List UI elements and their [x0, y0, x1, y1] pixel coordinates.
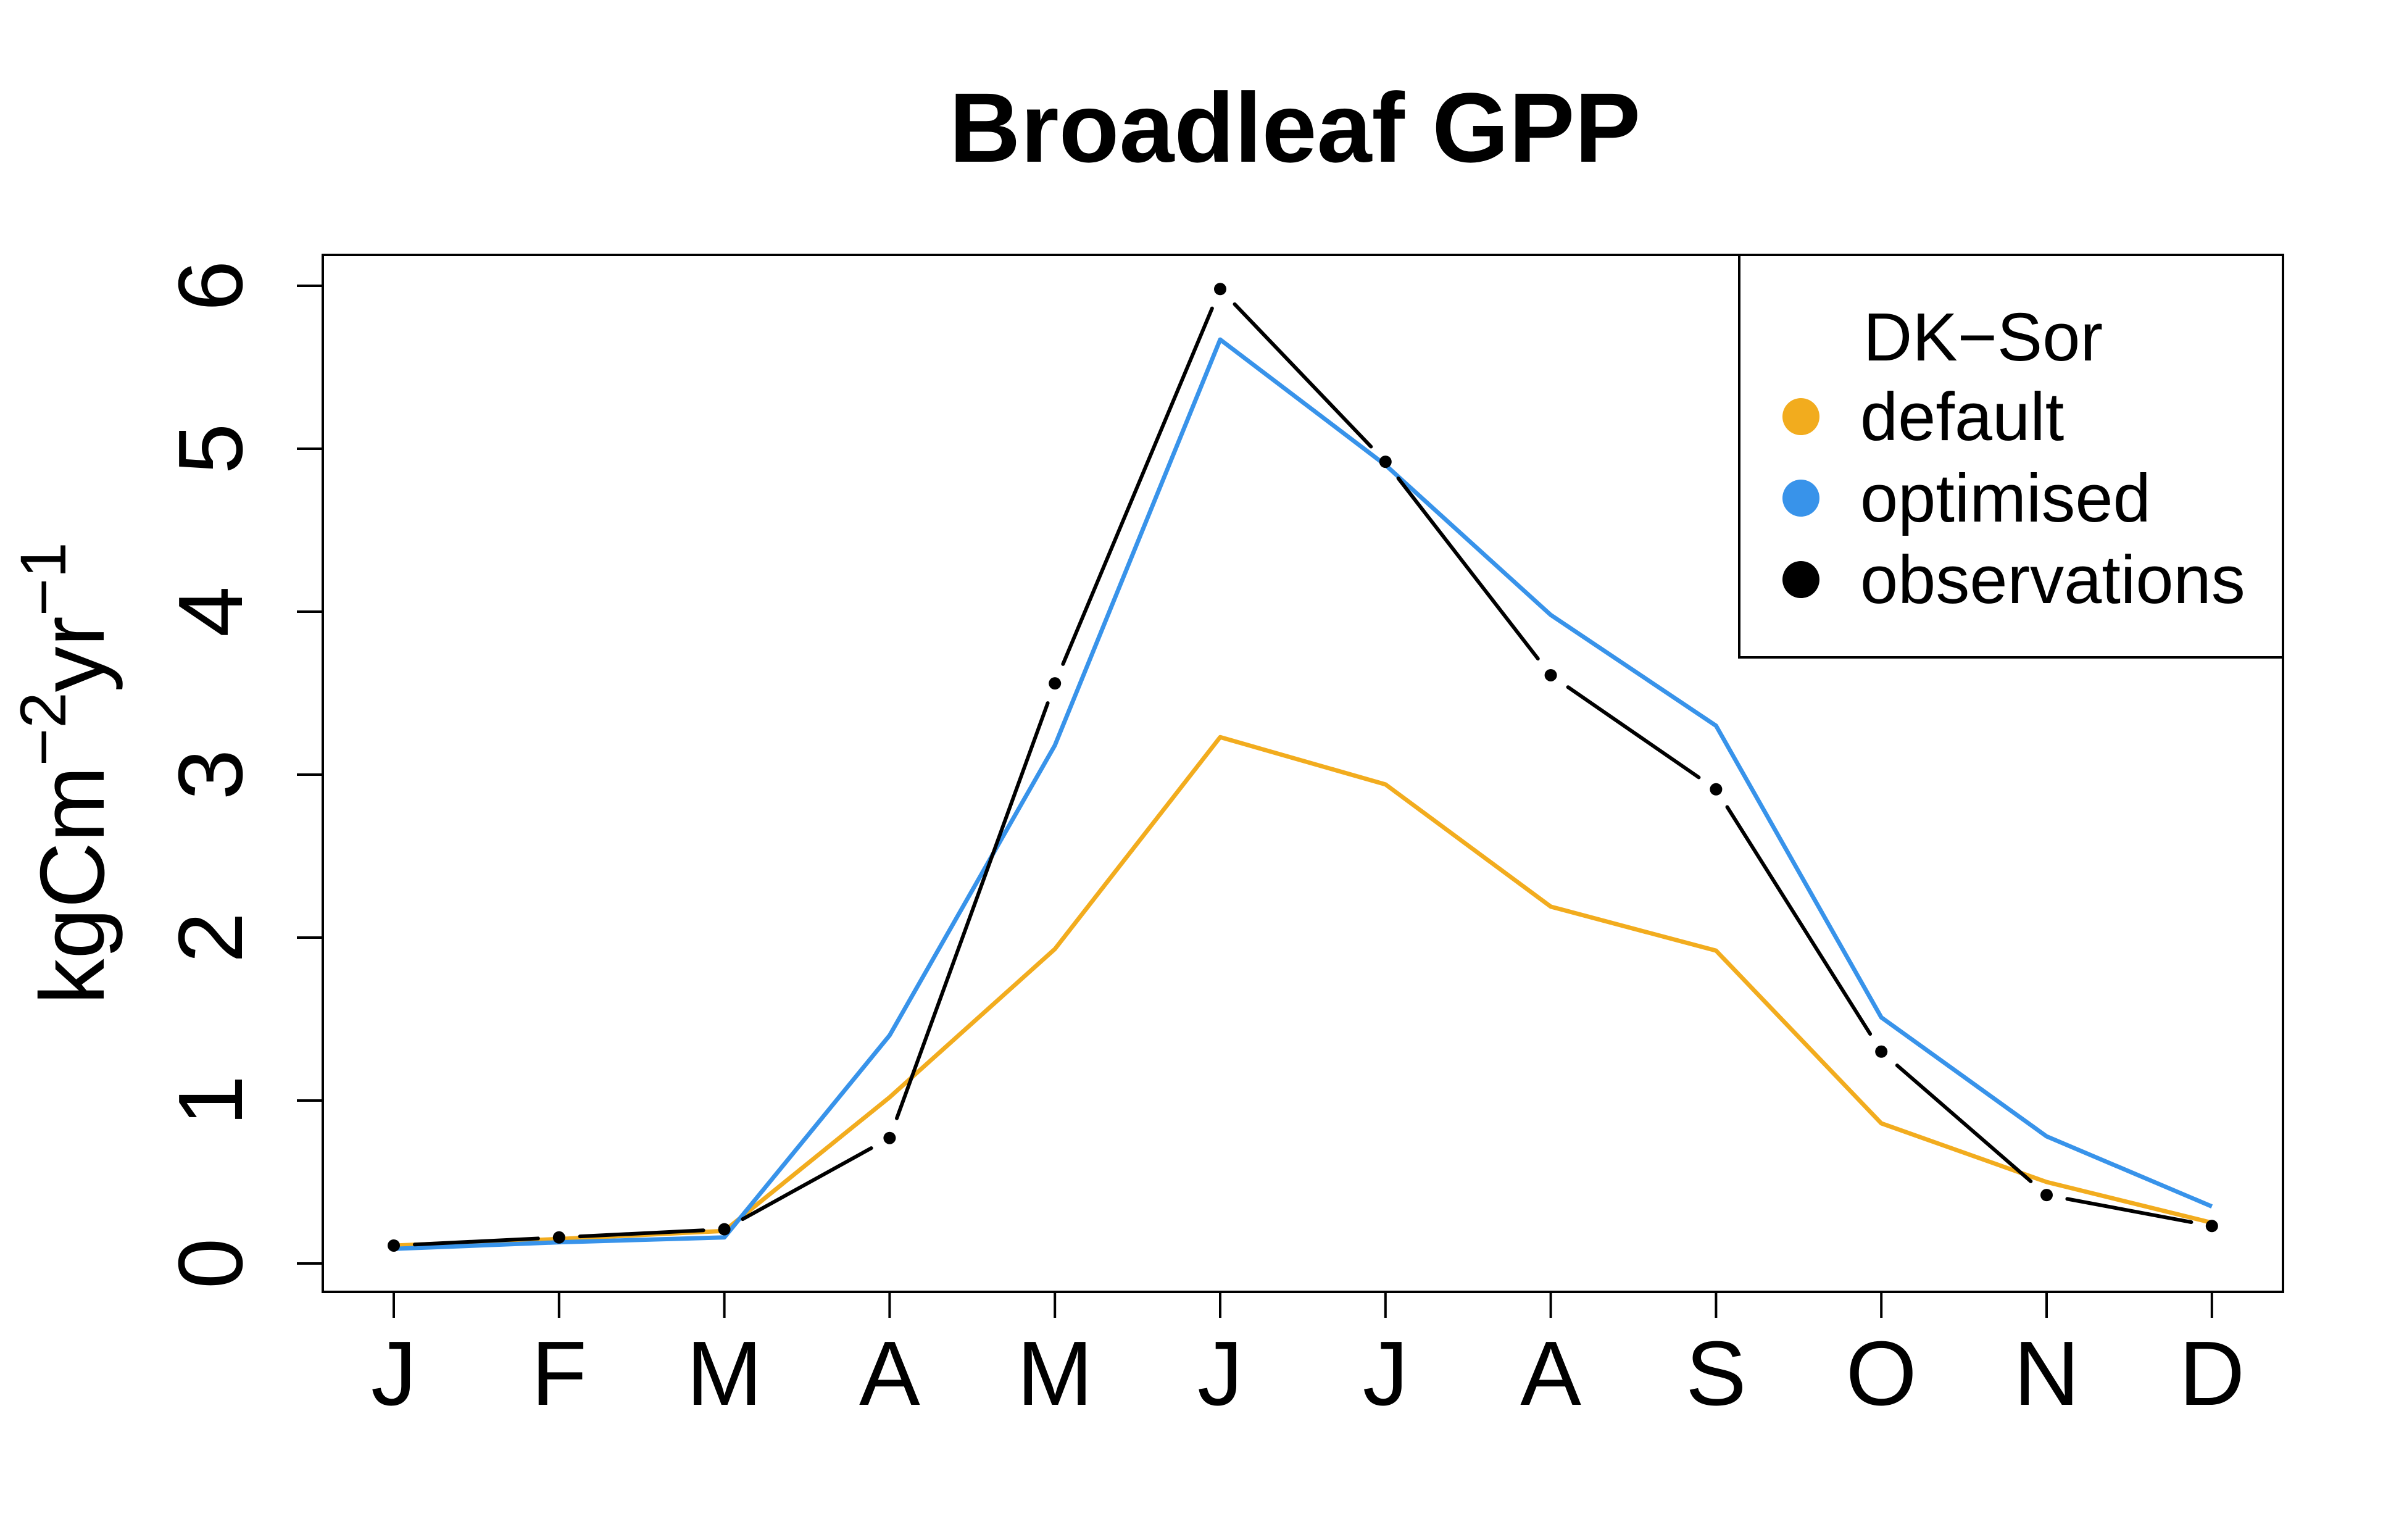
legend-label: observations — [1860, 542, 2245, 618]
data-point — [388, 1239, 400, 1252]
y-tick-label: 2 — [160, 912, 262, 963]
y-axis-label-sup1: −2 — [7, 692, 80, 766]
data-point — [718, 1223, 731, 1236]
x-tick-label: A — [1520, 1323, 1581, 1425]
data-point — [1049, 677, 1062, 690]
chart-title: Broadleaf GPP — [949, 72, 1640, 183]
legend-entry-default: default — [1782, 379, 2064, 455]
legend-title: DK−Sor — [1863, 299, 2103, 375]
series-observations — [388, 283, 2218, 1252]
x-tick-label: S — [1686, 1323, 1747, 1425]
x-tick-label: J — [1197, 1323, 1243, 1425]
x-tick-label: D — [2179, 1323, 2245, 1425]
x-tick-label: M — [686, 1323, 762, 1425]
legend-label: optimised — [1860, 460, 2151, 536]
y-tick-label: 0 — [160, 1238, 262, 1289]
series-segment — [741, 1146, 873, 1222]
y-axis-label-base: kgCm — [22, 766, 123, 1004]
series-optimised — [393, 337, 2213, 1251]
x-tick-label: J — [1363, 1323, 1408, 1425]
series-segment — [1895, 1063, 2033, 1183]
y-axis-label-mid: yr — [22, 616, 123, 692]
data-point — [2205, 1220, 2218, 1233]
data-point — [552, 1231, 565, 1244]
series-segment — [412, 1236, 540, 1247]
x-tick-label: A — [859, 1323, 920, 1425]
series-segment — [1396, 477, 1540, 661]
data-point — [1214, 283, 1226, 296]
legend-label: default — [1860, 379, 2064, 455]
y-tick-label: 1 — [160, 1075, 262, 1126]
y-tick-label: 6 — [160, 260, 262, 311]
y-tick-label: 4 — [160, 586, 262, 637]
legend-swatch — [1782, 561, 1819, 598]
data-point — [1875, 1045, 1888, 1058]
series-segment — [1725, 805, 1873, 1036]
x-tick-label: N — [2014, 1323, 2080, 1425]
y-axis-label: kgCm−2yr−1 — [7, 542, 123, 1004]
series-segment — [1233, 302, 1373, 449]
data-point — [2040, 1189, 2053, 1202]
series-segment — [895, 701, 1050, 1120]
data-point — [1710, 783, 1723, 796]
series-layer — [388, 283, 2218, 1252]
x-tick-label: F — [531, 1323, 587, 1425]
data-point — [883, 1131, 896, 1144]
x-tick-label: J — [371, 1323, 417, 1425]
y-axis: 0 1 2 3 4 5 6 — [160, 260, 324, 1289]
series-segment — [1566, 685, 1701, 780]
data-point — [1544, 668, 1557, 681]
series-segment — [1061, 306, 1214, 666]
x-tick-label: O — [1846, 1323, 1917, 1425]
legend-box — [1738, 254, 2284, 659]
y-axis-label-sup2: −1 — [7, 542, 80, 616]
series-line — [393, 337, 2213, 1251]
y-tick-label: 3 — [160, 749, 262, 800]
series-segment — [578, 1228, 705, 1239]
legend-entry-observations: observations — [1782, 542, 2245, 618]
x-tick-label: M — [1017, 1323, 1093, 1425]
series-segment — [2065, 1197, 2193, 1225]
legend-swatch — [1782, 398, 1819, 435]
legend-swatch — [1782, 480, 1819, 517]
data-point — [1379, 456, 1392, 468]
legend-entry-optimised: optimised — [1782, 460, 2151, 536]
y-tick-label: 5 — [160, 423, 262, 474]
